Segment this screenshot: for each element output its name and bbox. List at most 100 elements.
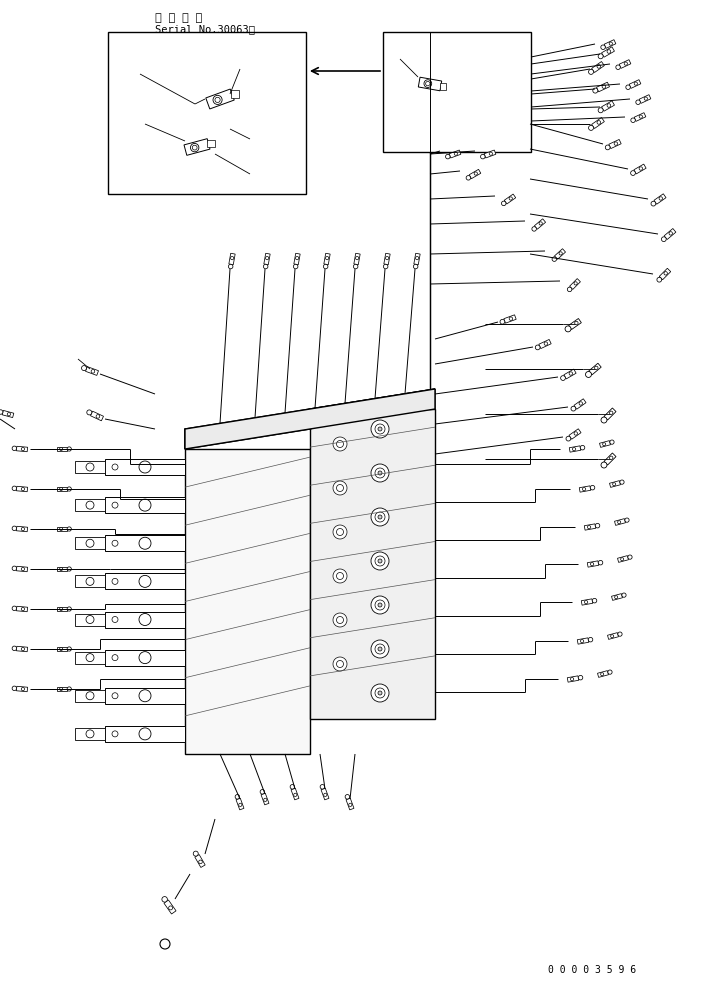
- Circle shape: [580, 446, 585, 451]
- Polygon shape: [574, 399, 586, 410]
- Bar: [105, 574, 185, 590]
- Circle shape: [607, 105, 611, 108]
- Polygon shape: [354, 254, 360, 265]
- Polygon shape: [384, 254, 390, 265]
- Circle shape: [67, 647, 71, 652]
- Circle shape: [614, 143, 618, 146]
- Circle shape: [662, 238, 666, 243]
- Bar: [75, 500, 105, 512]
- Polygon shape: [504, 316, 516, 323]
- Circle shape: [263, 799, 267, 802]
- Circle shape: [354, 265, 358, 269]
- Circle shape: [585, 372, 592, 378]
- Polygon shape: [564, 370, 576, 380]
- Polygon shape: [229, 254, 235, 265]
- Circle shape: [12, 647, 17, 651]
- Circle shape: [198, 860, 203, 864]
- Polygon shape: [419, 78, 442, 92]
- Circle shape: [337, 485, 344, 492]
- Polygon shape: [16, 447, 28, 453]
- Circle shape: [624, 63, 628, 66]
- Circle shape: [12, 527, 17, 531]
- Polygon shape: [504, 195, 515, 205]
- Circle shape: [500, 320, 505, 324]
- Circle shape: [602, 86, 606, 90]
- Text: 0 0 0 0 3 5 9 6: 0 0 0 0 3 5 9 6: [548, 964, 636, 974]
- Circle shape: [605, 146, 610, 151]
- Circle shape: [21, 488, 25, 491]
- Circle shape: [598, 561, 603, 565]
- Circle shape: [669, 233, 672, 236]
- Circle shape: [323, 794, 327, 797]
- Circle shape: [91, 370, 95, 374]
- Polygon shape: [16, 606, 28, 612]
- Circle shape: [12, 486, 17, 491]
- Circle shape: [139, 537, 151, 549]
- Polygon shape: [324, 254, 330, 265]
- Circle shape: [630, 172, 635, 176]
- Circle shape: [371, 464, 389, 482]
- Polygon shape: [16, 487, 28, 492]
- Circle shape: [385, 257, 389, 260]
- Polygon shape: [634, 113, 646, 122]
- Polygon shape: [16, 527, 28, 532]
- Circle shape: [193, 851, 198, 856]
- Circle shape: [21, 448, 25, 452]
- Circle shape: [618, 522, 621, 525]
- Circle shape: [601, 462, 607, 468]
- Circle shape: [426, 83, 430, 87]
- Polygon shape: [16, 647, 28, 652]
- Circle shape: [375, 468, 385, 478]
- Bar: [231, 91, 239, 99]
- Circle shape: [445, 155, 450, 160]
- Circle shape: [112, 540, 118, 546]
- Circle shape: [96, 415, 100, 419]
- Circle shape: [333, 481, 347, 496]
- Circle shape: [139, 576, 151, 588]
- Circle shape: [589, 70, 594, 75]
- Polygon shape: [57, 448, 67, 452]
- Polygon shape: [580, 486, 591, 493]
- Bar: [440, 84, 446, 91]
- Circle shape: [333, 658, 347, 671]
- Polygon shape: [609, 140, 621, 150]
- Circle shape: [535, 346, 540, 350]
- Circle shape: [601, 46, 605, 50]
- Circle shape: [112, 617, 118, 623]
- Circle shape: [622, 594, 626, 598]
- Circle shape: [631, 119, 635, 123]
- Polygon shape: [592, 118, 604, 129]
- Bar: [105, 498, 185, 514]
- Circle shape: [620, 480, 624, 485]
- Polygon shape: [85, 367, 99, 376]
- Circle shape: [337, 528, 344, 536]
- Circle shape: [585, 600, 587, 604]
- Circle shape: [356, 257, 359, 260]
- Polygon shape: [604, 40, 616, 49]
- Circle shape: [333, 570, 347, 584]
- Circle shape: [609, 412, 613, 415]
- Polygon shape: [569, 447, 581, 453]
- Circle shape: [639, 116, 642, 119]
- Polygon shape: [484, 151, 496, 159]
- Circle shape: [86, 616, 94, 624]
- Polygon shape: [585, 525, 596, 530]
- Circle shape: [561, 377, 566, 381]
- Circle shape: [337, 441, 344, 448]
- Circle shape: [67, 528, 71, 531]
- Circle shape: [139, 728, 151, 740]
- Circle shape: [21, 688, 25, 691]
- Circle shape: [12, 686, 17, 691]
- Circle shape: [371, 597, 389, 614]
- Circle shape: [21, 648, 25, 651]
- Polygon shape: [629, 81, 641, 89]
- Circle shape: [337, 573, 344, 580]
- Circle shape: [239, 804, 242, 807]
- Circle shape: [112, 693, 118, 699]
- Bar: [105, 535, 185, 552]
- Polygon shape: [414, 254, 420, 265]
- Circle shape: [12, 606, 17, 611]
- Circle shape: [12, 567, 17, 571]
- Circle shape: [213, 97, 222, 106]
- Circle shape: [501, 202, 506, 206]
